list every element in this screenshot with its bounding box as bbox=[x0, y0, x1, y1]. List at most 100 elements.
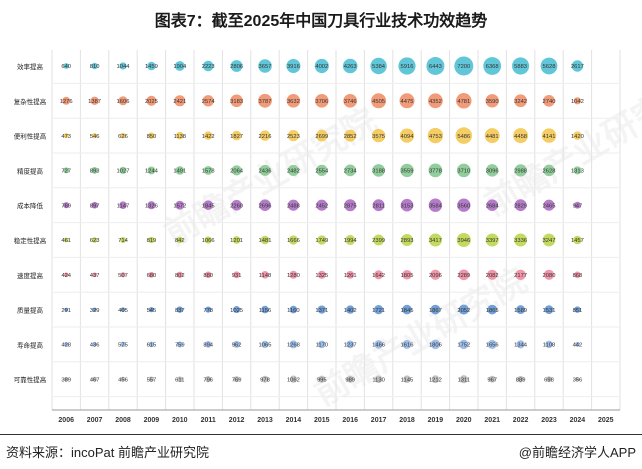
data-bubble bbox=[176, 306, 184, 313]
data-bubble bbox=[346, 340, 355, 349]
data-label: 611 bbox=[175, 377, 184, 383]
data-label: 2216 bbox=[259, 134, 272, 140]
data-label: 1806 bbox=[429, 343, 442, 349]
data-label: 2289 bbox=[457, 273, 470, 279]
data-label: 2684 bbox=[486, 203, 500, 209]
data-bubble bbox=[202, 60, 214, 72]
data-bubble bbox=[289, 375, 298, 383]
data-label: 1387 bbox=[88, 99, 101, 105]
data-bubble bbox=[458, 269, 470, 281]
data-bubble bbox=[205, 376, 212, 383]
data-bubble bbox=[402, 270, 412, 280]
data-label: 837 bbox=[175, 308, 185, 314]
data-label: 1276 bbox=[60, 99, 73, 105]
data-bubble bbox=[92, 272, 97, 278]
data-label: 3584 bbox=[429, 203, 443, 209]
data-bubble bbox=[286, 94, 301, 108]
data-label: 769 bbox=[232, 377, 242, 383]
data-bubble bbox=[344, 164, 357, 177]
data-label: 4263 bbox=[344, 64, 357, 70]
data-bubble bbox=[92, 376, 98, 382]
data-bubble bbox=[343, 93, 358, 108]
data-bubble bbox=[64, 307, 69, 312]
data-label: 1065 bbox=[259, 343, 272, 349]
data-bubble bbox=[175, 200, 185, 210]
data-label: 2465 bbox=[543, 203, 556, 209]
x-tick-label: 2010 bbox=[172, 417, 188, 424]
data-label: 3397 bbox=[486, 238, 499, 244]
x-tick-label: 2013 bbox=[257, 417, 273, 424]
data-bubble bbox=[120, 237, 126, 243]
data-label: 1578 bbox=[202, 169, 215, 175]
data-label: 1148 bbox=[259, 273, 271, 279]
data-label: 3632 bbox=[287, 99, 300, 105]
data-bubble bbox=[147, 201, 156, 210]
x-tick-label: 2024 bbox=[570, 417, 586, 424]
data-bubble bbox=[261, 305, 269, 314]
data-bubble bbox=[402, 339, 412, 349]
data-label: 2734 bbox=[344, 169, 358, 175]
data-bubble bbox=[513, 128, 529, 144]
data-label: 802 bbox=[175, 273, 185, 279]
data-bubble bbox=[515, 269, 526, 281]
data-bubble bbox=[289, 270, 298, 279]
data-label: 329 bbox=[90, 308, 100, 314]
data-bubble bbox=[287, 129, 300, 142]
data-label: 1867 bbox=[429, 308, 442, 314]
data-label: 967 bbox=[487, 377, 497, 383]
footer-divider bbox=[0, 434, 642, 435]
data-label: 2875 bbox=[344, 203, 357, 209]
data-label: 1062 bbox=[287, 377, 300, 383]
data-bubble bbox=[459, 375, 468, 384]
data-label: 1042 bbox=[571, 99, 584, 105]
data-bubble bbox=[316, 164, 328, 177]
data-label: 4141 bbox=[543, 134, 556, 140]
data-label: 3787 bbox=[259, 99, 272, 105]
data-label: 995 bbox=[317, 377, 327, 383]
data-label: 575 bbox=[118, 343, 128, 349]
data-bubble bbox=[517, 375, 524, 383]
y-tick-label: 成本降低 bbox=[17, 201, 44, 210]
data-bubble bbox=[459, 339, 469, 350]
data-label: 2096 bbox=[429, 273, 442, 279]
y-tick-label: 寿命提高 bbox=[17, 340, 44, 349]
data-bubble bbox=[147, 61, 156, 71]
bubble-chart: 效率提高复杂性提高便利性提高精度提高成本降低稳定性提高速度提高质量提高寿命提高可… bbox=[14, 50, 621, 424]
data-label: 2806 bbox=[230, 64, 243, 70]
data-bubble bbox=[314, 58, 329, 74]
data-bubble bbox=[205, 306, 212, 313]
data-bubble bbox=[260, 235, 270, 245]
data-label: 2421 bbox=[173, 99, 186, 105]
data-bubble bbox=[289, 305, 298, 314]
data-label: 842 bbox=[175, 238, 185, 244]
data-bubble bbox=[233, 271, 241, 279]
data-bubble bbox=[512, 57, 530, 75]
data-bubble bbox=[146, 95, 157, 106]
data-bubble bbox=[371, 128, 386, 143]
data-bubble bbox=[177, 376, 183, 382]
data-label: 467 bbox=[90, 377, 100, 383]
data-label: 897 bbox=[90, 203, 100, 209]
source-note: 资料来源：incoPat 前瞻产业研究院 bbox=[6, 445, 209, 460]
data-label: 428 bbox=[61, 343, 71, 349]
data-label: 389 bbox=[61, 377, 71, 383]
data-label: 3746 bbox=[344, 99, 357, 105]
data-label: 851 bbox=[573, 308, 583, 314]
data-bubble bbox=[372, 199, 385, 212]
data-label: 819 bbox=[147, 238, 157, 244]
data-label: 893 bbox=[90, 169, 100, 175]
data-label: 1244 bbox=[145, 169, 159, 175]
data-label: 557 bbox=[147, 377, 157, 383]
data-label: 2617 bbox=[571, 64, 584, 70]
x-tick-label: 2007 bbox=[87, 417, 103, 424]
data-label: 1237 bbox=[344, 343, 357, 349]
data-bubble bbox=[514, 199, 527, 212]
data-bubble bbox=[175, 166, 185, 175]
data-bubble bbox=[148, 376, 155, 382]
data-label: 2399 bbox=[372, 238, 385, 244]
data-bubble bbox=[176, 271, 183, 278]
data-bubble bbox=[456, 93, 472, 109]
data-label: 437 bbox=[90, 273, 100, 279]
data-bubble bbox=[63, 202, 70, 209]
data-bubble bbox=[91, 62, 98, 70]
